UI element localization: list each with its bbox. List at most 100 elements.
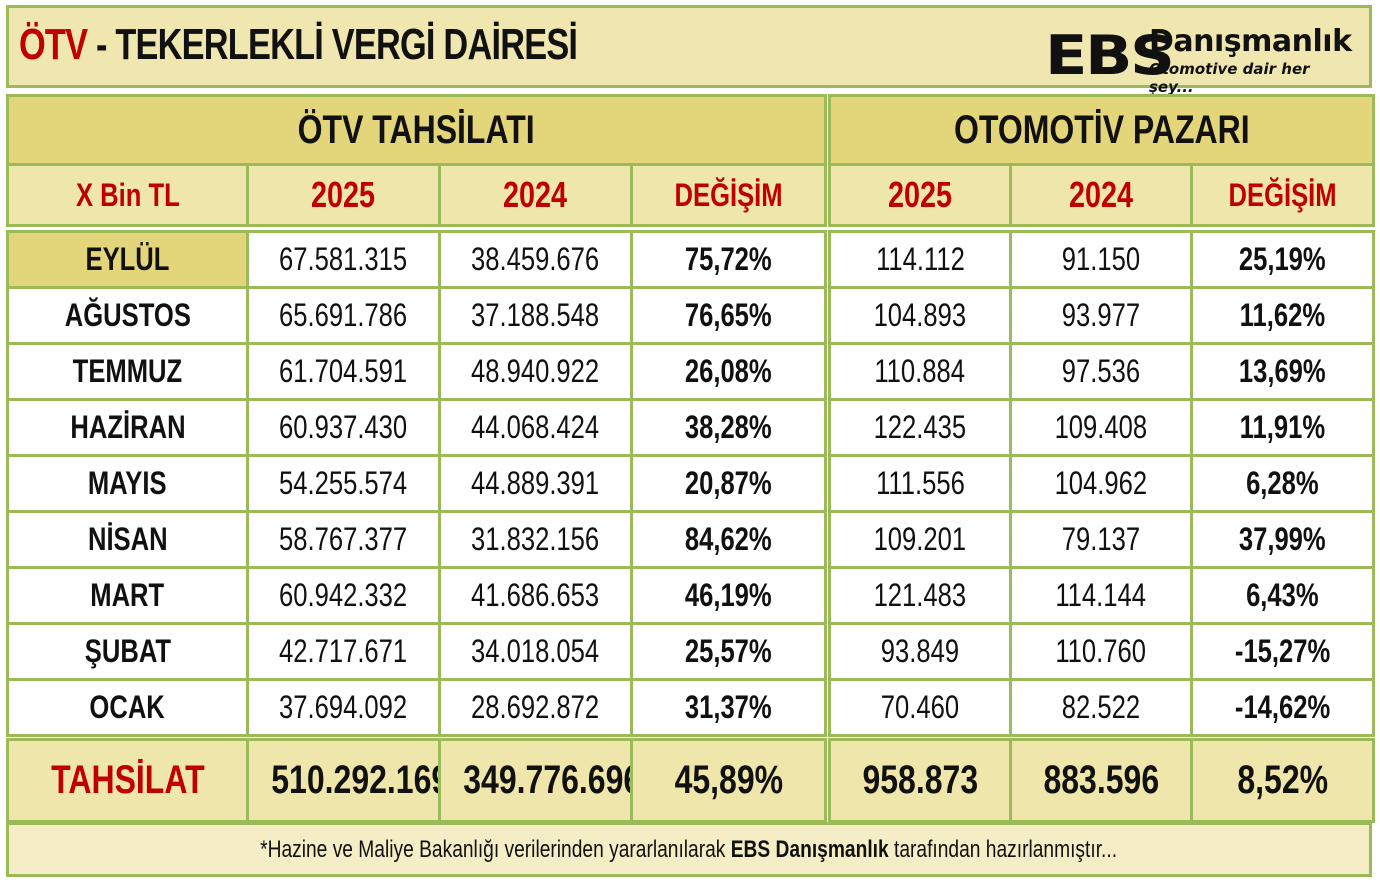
table-row: EYLÜL 67.581.315 38.459.676 75,72% <box>6 230 827 289</box>
value-change: -14,62% <box>1190 678 1375 737</box>
value-2024: 93.977 <box>1009 286 1193 345</box>
value-change: 26,08% <box>630 342 827 401</box>
month-cell: HAZİRAN <box>6 398 249 457</box>
market-col-2024: 2024 <box>1009 163 1193 227</box>
market-col-2025: 2025 <box>828 163 1012 227</box>
page-title: ÖTV - TEKERLEKLİ VERGİ DAİRESİ <box>19 20 578 70</box>
table-row: 111.556 104.962 6,28% <box>828 454 1375 513</box>
total-2024: 349.776.696 <box>438 738 633 823</box>
value-2024: 114.144 <box>1009 566 1193 625</box>
value-2025: 42.717.671 <box>246 622 441 681</box>
table-row: 121.483 114.144 6,43% <box>828 566 1375 625</box>
table-row: 110.884 97.536 13,69% <box>828 342 1375 401</box>
value-2024: 110.760 <box>1009 622 1193 681</box>
value-2025: 104.893 <box>828 286 1012 345</box>
value-change: 84,62% <box>630 510 827 569</box>
value-2025: 114.112 <box>828 230 1012 289</box>
value-change: 31,37% <box>630 678 827 737</box>
value-change: 38,28% <box>630 398 827 457</box>
market-section-title: OTOMOTİV PAZARI <box>827 94 1376 166</box>
total-label: TAHSİLAT <box>6 738 249 823</box>
total-row: 958.873 883.596 8,52% <box>828 738 1375 823</box>
value-2025: 67.581.315 <box>246 230 441 289</box>
otv-col-2024: 2024 <box>438 163 633 227</box>
table-row: 109.201 79.137 37,99% <box>828 510 1375 569</box>
table-row: HAZİRAN 60.937.430 44.068.424 38,28% <box>6 398 827 457</box>
logo-ebs: EBS <box>1045 24 1175 87</box>
value-2025: 93.849 <box>828 622 1012 681</box>
value-change: 46,19% <box>630 566 827 625</box>
title-rest: - TEKERLEKLİ VERGİ DAİRESİ <box>87 20 578 69</box>
table-row: TEMMUZ 61.704.591 48.940.922 26,08% <box>6 342 827 401</box>
month-cell: EYLÜL <box>6 230 249 289</box>
value-change: 6,28% <box>1190 454 1375 513</box>
value-2024: 38.459.676 <box>438 230 633 289</box>
value-2024: 82.522 <box>1009 678 1193 737</box>
otv-body-table: EYLÜL 67.581.315 38.459.676 75,72% AĞUSTOS 6… <box>6 230 827 737</box>
table-row: ŞUBAT 42.717.671 34.018.054 25,57% <box>6 622 827 681</box>
otv-col-2025: 2025 <box>246 163 441 227</box>
market-header-table: OTOMOTİV PAZARI 2025 2024 DEĞİŞİM <box>827 94 1376 227</box>
title-bar: ÖTV - TEKERLEKLİ VERGİ DAİRESİ EBS Danış… <box>6 5 1372 96</box>
total-2025: 510.292.169 <box>246 738 441 823</box>
table-row: NİSAN 58.767.377 31.832.156 84,62% <box>6 510 827 569</box>
value-2024: 109.408 <box>1009 398 1193 457</box>
table-row: 104.893 93.977 11,62% <box>828 286 1375 345</box>
otv-col-change: DEĞİŞİM <box>629 163 828 227</box>
table-row: MAYIS 54.255.574 44.889.391 20,87% <box>6 454 827 513</box>
value-2024: 37.188.548 <box>438 286 633 345</box>
table-row: MART 60.942.332 41.686.653 46,19% <box>6 566 827 625</box>
footer-note: *Hazine ve Maliye Bakanlığı verilerinden… <box>6 822 1372 877</box>
otv-header-table: ÖTV TAHSİLATI X Bin TL 2025 2024 DEĞİŞİM <box>5 94 828 227</box>
value-2025: 65.691.786 <box>246 286 441 345</box>
month-cell: ŞUBAT <box>6 622 249 681</box>
market-body-table: 114.112 91.150 25,19% 104.893 93.977 11,62% … <box>828 230 1375 737</box>
value-2024: 44.889.391 <box>438 454 633 513</box>
market-total-table: 958.873 883.596 8,52% <box>828 738 1375 823</box>
table-row: 122.435 109.408 11,91% <box>828 398 1375 457</box>
value-2025: 37.694.092 <box>246 678 441 737</box>
table-row: 114.112 91.150 25,19% <box>828 230 1375 289</box>
table-row: OCAK 37.694.092 28.692.872 31,37% <box>6 678 827 737</box>
value-2025: 70.460 <box>828 678 1012 737</box>
value-2024: 104.962 <box>1009 454 1193 513</box>
footer-post: tarafından hazırlanmıştır... <box>889 836 1118 863</box>
value-2025: 109.201 <box>828 510 1012 569</box>
value-2024: 91.150 <box>1009 230 1193 289</box>
footer-pre: *Hazine ve Maliye Bakanlığı verilerinden… <box>260 836 732 863</box>
value-2025: 60.942.332 <box>246 566 441 625</box>
value-change: 13,69% <box>1190 342 1375 401</box>
value-2025: 58.767.377 <box>246 510 441 569</box>
table-row: 93.849 110.760 -15,27% <box>828 622 1375 681</box>
value-change: 25,19% <box>1190 230 1375 289</box>
value-change: 37,99% <box>1190 510 1375 569</box>
value-change: 75,72% <box>630 230 827 289</box>
value-change: 11,91% <box>1190 398 1375 457</box>
footer-brand: EBS Danışmanlık <box>731 836 890 863</box>
value-2024: 41.686.653 <box>438 566 633 625</box>
logo-name: Danışmanlık <box>1149 24 1352 59</box>
table-row: 70.460 82.522 -14,62% <box>828 678 1375 737</box>
month-cell: OCAK <box>6 678 249 737</box>
ebs-logo: EBS Danışmanlık Otomotive dair her şey..… <box>1037 22 1357 96</box>
value-2025: 61.704.591 <box>246 342 441 401</box>
value-change: 76,65% <box>630 286 827 345</box>
total-2025: 958.873 <box>828 738 1012 823</box>
otv-section-title: ÖTV TAHSİLATI <box>5 94 828 166</box>
logo-slogan: Otomotive dair her şey... <box>1149 60 1310 96</box>
value-2024: 34.018.054 <box>438 622 633 681</box>
value-change: 20,87% <box>630 454 827 513</box>
value-2025: 60.937.430 <box>246 398 441 457</box>
value-2025: 54.255.574 <box>246 454 441 513</box>
month-cell: MAYIS <box>6 454 249 513</box>
otv-total-table: TAHSİLAT 510.292.169 349.776.696 45,89% <box>6 738 827 823</box>
value-change: 25,57% <box>630 622 827 681</box>
value-2025: 122.435 <box>828 398 1012 457</box>
value-2025: 121.483 <box>828 566 1012 625</box>
value-2024: 79.137 <box>1009 510 1193 569</box>
value-change: 11,62% <box>1190 286 1375 345</box>
month-cell: AĞUSTOS <box>6 286 249 345</box>
total-change: 8,52% <box>1190 738 1375 823</box>
value-2024: 44.068.424 <box>438 398 633 457</box>
table-row: AĞUSTOS 65.691.786 37.188.548 76,65% <box>6 286 827 345</box>
